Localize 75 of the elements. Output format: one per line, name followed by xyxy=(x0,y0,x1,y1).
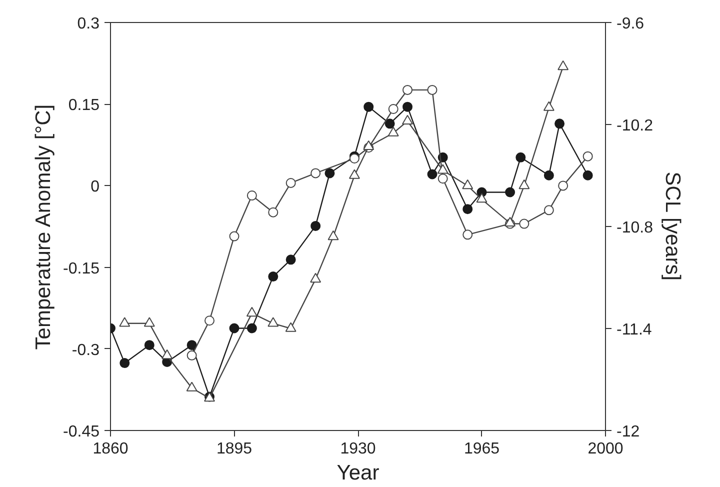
point xyxy=(402,114,413,124)
y-tick-label: -0.15 xyxy=(63,260,100,278)
point xyxy=(120,358,130,368)
point xyxy=(310,168,321,178)
x-tick-label: 1930 xyxy=(340,440,376,458)
point xyxy=(519,218,530,229)
point xyxy=(268,317,279,327)
point xyxy=(402,84,412,95)
point xyxy=(438,174,448,184)
point xyxy=(310,220,321,231)
point xyxy=(384,118,395,129)
point xyxy=(554,118,565,129)
y-tick-label: 0 xyxy=(90,178,100,196)
point xyxy=(516,152,526,162)
point xyxy=(462,179,474,190)
point xyxy=(427,169,438,180)
y2-tick-label: -10.8 xyxy=(616,220,654,236)
x-tick-label: 2000 xyxy=(588,440,624,458)
point xyxy=(348,169,360,179)
point xyxy=(427,84,438,95)
point xyxy=(558,180,568,191)
point xyxy=(402,102,412,112)
y2-axis-title: SCL [years] xyxy=(660,172,684,281)
y-tick-label: 0.15 xyxy=(68,97,100,114)
point xyxy=(204,316,214,326)
y-tick-label: -0.45 xyxy=(63,424,100,440)
x-tick-label: 1965 xyxy=(464,440,500,458)
point xyxy=(162,349,173,360)
point xyxy=(462,204,473,214)
point xyxy=(119,317,130,327)
point xyxy=(328,230,339,240)
point xyxy=(229,231,240,242)
y2-tick-label: -9.6 xyxy=(616,16,644,32)
point xyxy=(186,382,198,392)
point xyxy=(144,340,154,350)
point xyxy=(310,272,322,283)
point xyxy=(285,322,296,332)
point xyxy=(246,306,258,317)
point xyxy=(582,170,593,180)
y2-tick-label: -10.2 xyxy=(616,118,654,134)
point xyxy=(364,102,374,112)
y-tick-label: -0.3 xyxy=(72,342,100,359)
point xyxy=(246,190,257,200)
y-axis-title: Temperature Anomaly [°C] xyxy=(32,104,56,350)
point xyxy=(504,216,516,226)
point xyxy=(437,164,448,174)
x-tick-label: 1895 xyxy=(216,440,252,458)
point xyxy=(476,193,488,203)
point xyxy=(246,323,257,334)
point xyxy=(388,104,398,114)
point xyxy=(518,179,530,190)
point xyxy=(543,101,554,111)
point xyxy=(229,323,240,334)
x-axis-title: Year xyxy=(336,462,380,484)
point xyxy=(144,317,155,327)
point xyxy=(544,170,554,180)
point xyxy=(286,254,296,265)
point xyxy=(268,272,278,282)
point xyxy=(349,154,360,164)
point xyxy=(505,187,516,198)
y2-tick-label: -12 xyxy=(616,424,640,440)
point xyxy=(558,60,569,70)
point xyxy=(582,151,593,162)
point xyxy=(286,178,296,188)
y2-tick-label: -11.4 xyxy=(616,322,652,338)
point xyxy=(186,340,197,350)
point xyxy=(363,140,374,150)
point xyxy=(544,205,554,216)
point xyxy=(324,168,335,178)
point xyxy=(186,350,197,360)
point xyxy=(462,230,473,240)
x-tick-label: 1860 xyxy=(92,440,128,458)
y-tick-label: 0.3 xyxy=(77,16,100,32)
point xyxy=(268,207,278,218)
point xyxy=(388,126,399,136)
